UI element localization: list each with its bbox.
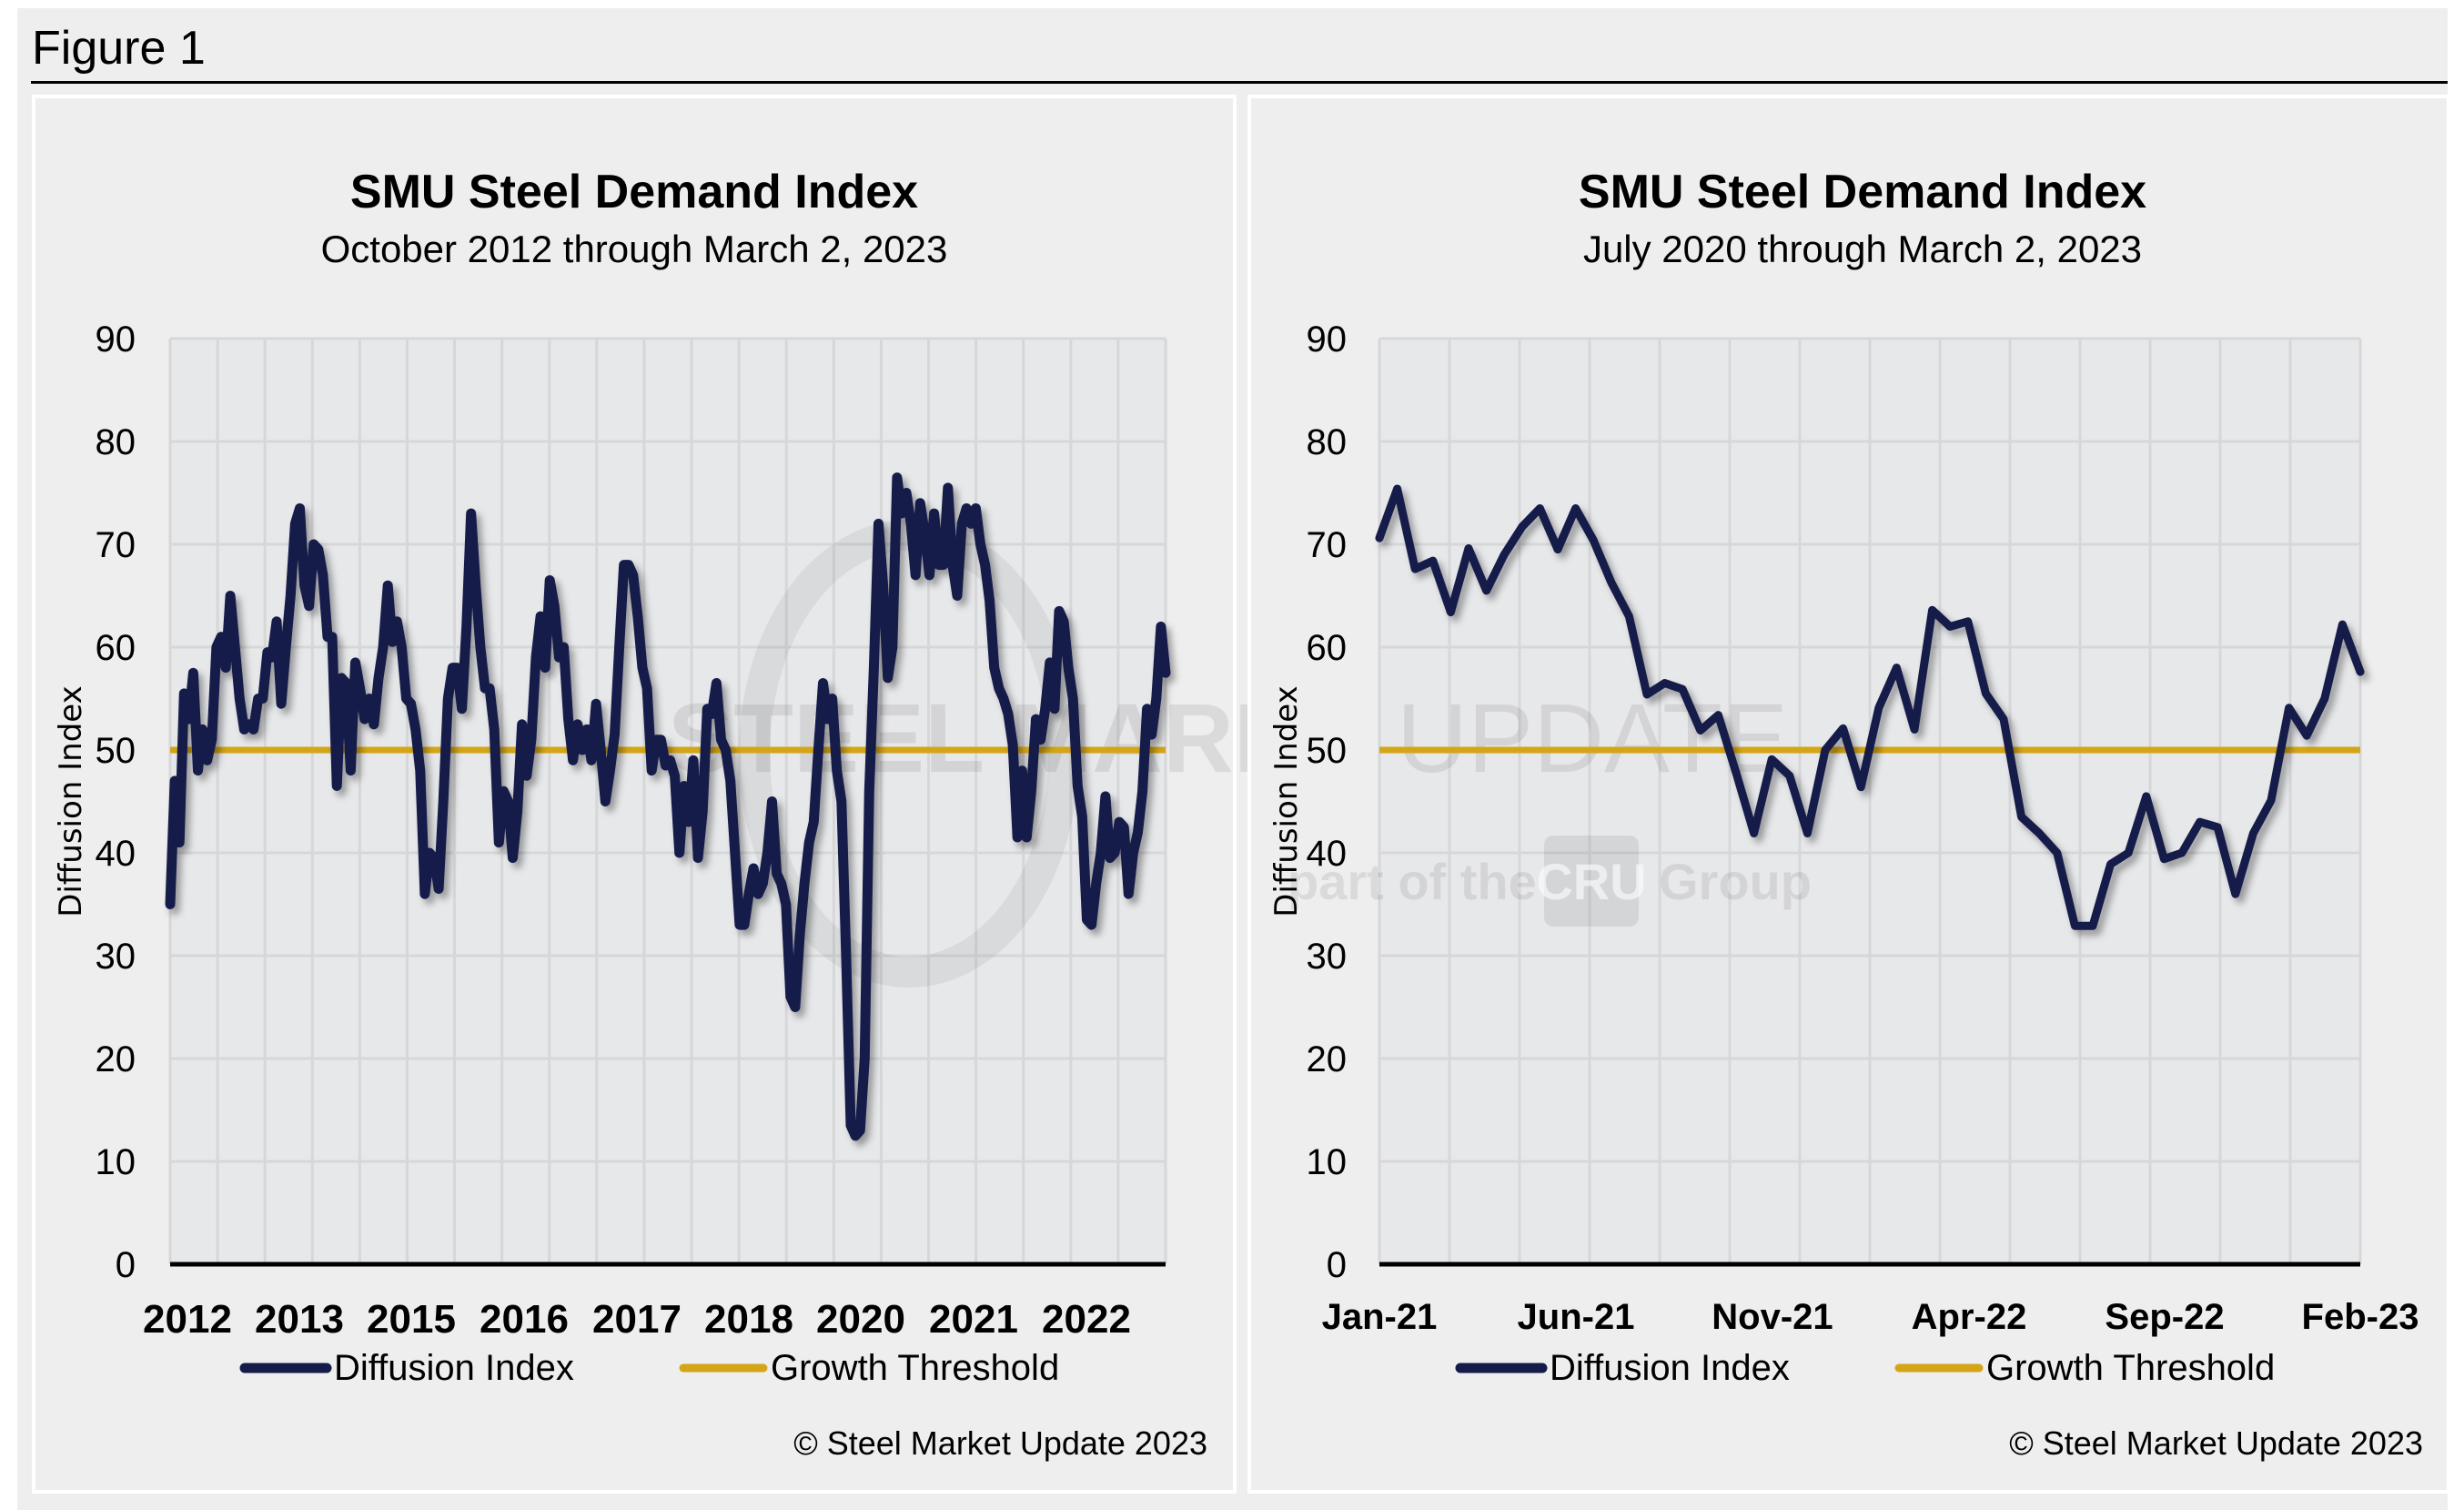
x-tick-label: Apr-22 [1912,1297,2027,1337]
y-tick-label: 50 [96,731,136,771]
y-tick-label: 30 [1307,937,1348,977]
figure-title: Figure 1 [32,22,206,75]
chart-recent: SMU Steel Demand Index July 2020 through … [1268,166,2423,1462]
legend: Diffusion Index Growth Threshold [1455,1348,2275,1388]
chart-panel-recent: SMU Steel Demand Index July 2020 through … [1247,95,2450,1494]
chart-subtitle: July 2020 through March 2, 2023 [1583,228,2142,270]
legend-label-growth-threshold: Growth Threshold [1986,1348,2275,1388]
legend: Diffusion Index Growth Threshold [239,1348,1059,1388]
x-tick-label: Jan-21 [1322,1297,1438,1337]
watermark-cru-logo: CRU [1536,853,1646,910]
x-tick-label: 2012 [143,1297,232,1342]
x-tick-label: 2013 [255,1297,344,1342]
x-tick-label: Jun-21 [1518,1297,1635,1337]
y-tick-label: 90 [96,319,136,360]
y-tick-label: 10 [1307,1142,1348,1182]
y-axis-label: Diffusion Index [53,685,89,917]
y-tick-label: 40 [96,834,136,874]
y-tick-label: 60 [96,628,136,668]
figure-page: Figure 1 SMU Steel Demand Index October 2… [17,8,2450,1510]
y-tick-label: 40 [1307,834,1348,874]
y-tick-label: 60 [1307,628,1348,668]
y-tick-label: 10 [96,1142,136,1182]
x-tick-label: 2022 [1042,1297,1131,1342]
y-tick-label: 80 [96,422,136,462]
x-tick-label: 2021 [929,1297,1018,1342]
y-tick-label: 70 [96,525,136,565]
x-tick-label: 2018 [704,1297,793,1342]
y-tick-label: 0 [116,1245,136,1285]
plot-area [170,339,1166,1264]
watermark-cru-box [1544,836,1639,927]
copyright-notice: © Steel Market Update 2023 [2009,1424,2423,1462]
legend-label-diffusion-index: Diffusion Index [334,1348,574,1388]
legend-label-diffusion-index: Diffusion Index [1550,1348,1790,1388]
y-tick-label: 70 [1307,525,1348,565]
chart-subtitle: October 2012 through March 2, 2023 [321,228,948,270]
legend-label-growth-threshold: Growth Threshold [771,1348,1059,1388]
watermark-group: Group [1659,853,1812,910]
x-tick-label: Sep-22 [2105,1297,2224,1337]
y-axis-label: Diffusion Index [1268,685,1305,917]
y-tick-label: 90 [1307,319,1348,360]
copyright-notice: © Steel Market Update 2023 [793,1424,1207,1462]
diffusion-index-line [165,472,1171,1141]
y-tick-label: 50 [1307,731,1348,771]
y-tick-label: 20 [96,1039,136,1079]
y-tick-label: 80 [1307,422,1348,462]
chart-panel-long-term: SMU Steel Demand Index October 2012 throu… [32,95,1430,1494]
chart-title: SMU Steel Demand Index [1579,166,2146,218]
x-tick-label: 2020 [816,1297,905,1342]
diffusion-index-line [1375,484,2365,930]
figure-title-rule [31,81,2448,84]
x-tick-label: 2015 [367,1297,456,1342]
chart-title: SMU Steel Demand Index [350,166,918,218]
y-tick-label: 0 [1327,1245,1347,1285]
watermark-tagline: part of the [1288,853,1537,910]
x-tick-label: 2017 [592,1297,682,1342]
chart-long-term: SMU Steel Demand Index October 2012 throu… [53,166,1430,1462]
x-tick-label: 2016 [480,1297,569,1342]
y-tick-label: 20 [1307,1039,1348,1079]
y-tick-label: 30 [96,937,136,977]
x-tick-label: Feb-23 [2302,1297,2419,1337]
x-tick-label: Nov-21 [1712,1297,1833,1337]
gridlines [1378,337,2362,1266]
